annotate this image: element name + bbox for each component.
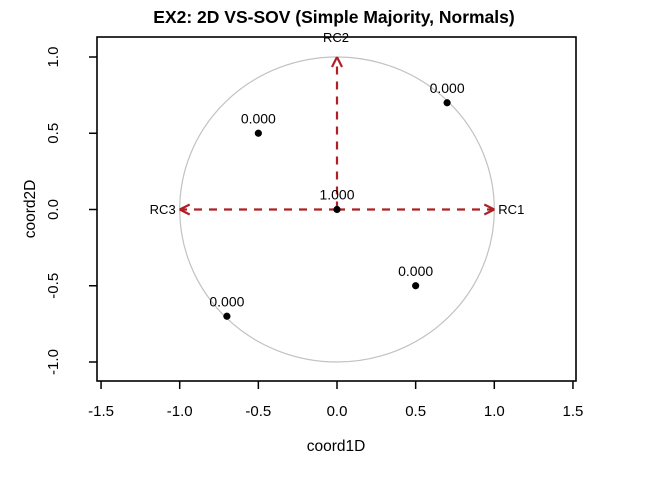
arrow-head	[483, 203, 495, 211]
x-tick-label: -1.0	[167, 403, 193, 420]
plot-title: EX2: 2D VS-SOV (Simple Majority, Normals…	[153, 7, 514, 27]
x-tick-label: 1.5	[563, 403, 584, 420]
data-point	[223, 312, 231, 320]
x-axis-ticks: -1.5 -1.0 -0.5 0.0 0.5 1.0 1.5	[88, 381, 583, 420]
x-tick-label: 0.0	[327, 403, 348, 420]
arrow-head	[336, 56, 343, 68]
y-tick-label: 0.5	[45, 123, 62, 144]
data-point-label: 0.000	[209, 293, 244, 309]
arrow-head	[179, 203, 191, 211]
data-point-label: 1.000	[319, 187, 354, 203]
x-tick-label: -0.5	[245, 403, 271, 420]
arrow-head	[483, 208, 495, 216]
x-tick-label: 0.5	[405, 403, 426, 420]
data-point	[412, 282, 420, 290]
data-point	[443, 99, 451, 107]
y-tick-label: 0.0	[45, 199, 62, 220]
data-point-label: 0.000	[398, 263, 433, 279]
y-axis-ticks: 1.0 0.5 0.0 -0.5 -1.0	[45, 47, 97, 375]
x-axis-label: coord1D	[307, 438, 366, 455]
arrow-label: RC1	[498, 202, 524, 217]
x-tick-label: 1.0	[484, 403, 505, 420]
data-point-label: 0.000	[430, 80, 465, 96]
y-axis-label: coord2D	[22, 180, 39, 239]
data-point-label: 0.000	[241, 110, 276, 126]
y-tick-label: -1.0	[45, 349, 62, 375]
data-point	[333, 205, 341, 214]
arrow-head	[179, 208, 191, 216]
arrow-label: RC2	[323, 30, 349, 45]
data-point	[254, 129, 262, 137]
arrow-layer: RC1 RC2 RC3	[150, 30, 525, 217]
x-tick-label: -1.5	[88, 403, 114, 420]
point-layer: 1.000 0.000 0.000 0.000 0.000	[209, 80, 465, 320]
arrow-head	[331, 56, 338, 68]
y-tick-label: 1.0	[45, 47, 62, 68]
y-tick-label: -0.5	[45, 273, 62, 299]
arrow-label: RC3	[150, 202, 176, 217]
